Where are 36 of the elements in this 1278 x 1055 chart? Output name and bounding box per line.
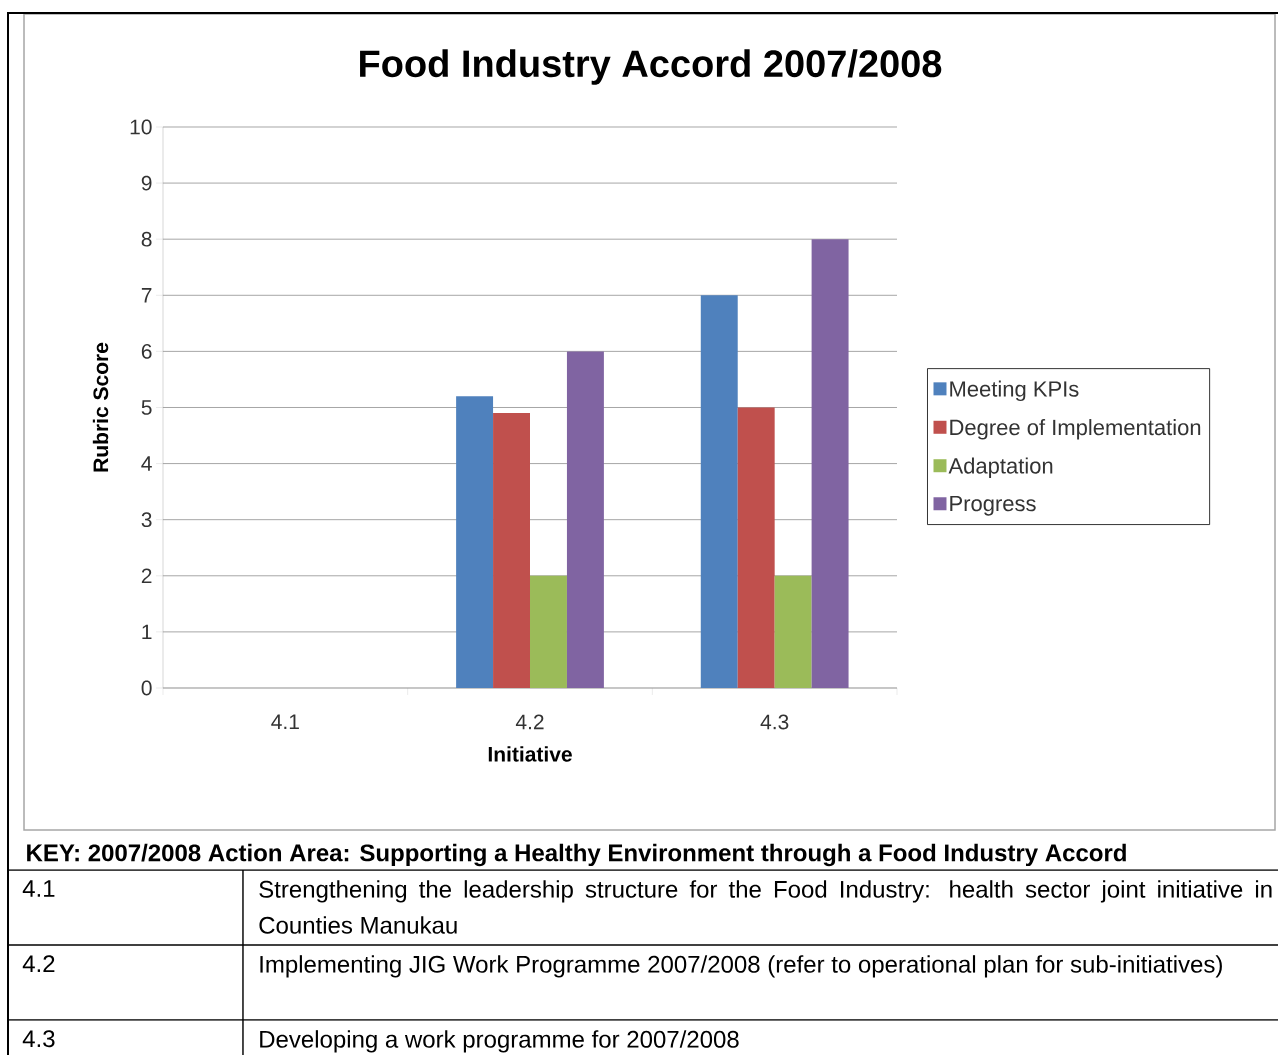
bar	[774, 575, 812, 688]
chart-title: Food Industry Accord 2007/2008	[360, 49, 942, 85]
bar	[493, 413, 530, 688]
y-tick-label: 6	[141, 343, 152, 359]
y-tick-label: 8	[141, 231, 152, 247]
y-tick-label: 10	[130, 119, 152, 135]
legend-label: Meeting KPIs	[950, 380, 1079, 402]
bar	[566, 351, 604, 688]
y-tick-label: 5	[141, 400, 152, 415]
bar	[530, 575, 567, 688]
bar	[737, 407, 775, 688]
y-axis-title: Rubric Score	[92, 342, 109, 472]
x-axis-title: Initiative	[488, 746, 572, 762]
y-tick-label: 0	[141, 680, 152, 696]
y-tick-label: 7	[141, 288, 152, 303]
text: KEY: 2007/2008 Action Area: Supporting a Healthy Environment through a Food Industry Accord	[27, 843, 1126, 867]
text: Strengthening the leadership structure for the Food Industry: health sector joint initiative in Counties Manukau	[259, 880, 1272, 934]
text: Developing a work programme for 2007/2008	[260, 1030, 739, 1053]
y-tick-label: 1	[142, 624, 152, 640]
y-tick-label: 2	[141, 568, 152, 584]
text: 4.2	[22, 955, 55, 972]
y-tick-label: 9	[141, 175, 152, 191]
bar	[700, 295, 738, 688]
legend-label: Adaptation	[948, 457, 1053, 478]
text: 4.1	[22, 880, 55, 897]
y-tick-label: 4	[141, 456, 152, 471]
legend-label: Degree of Implementation	[950, 419, 1201, 440]
y-tick-label: 3	[141, 512, 152, 528]
legend-label: Progress	[950, 495, 1036, 516]
x-tick-label: 4.3	[760, 714, 789, 730]
bar	[811, 239, 849, 688]
text: 4.3	[22, 1030, 55, 1048]
bar	[456, 396, 494, 688]
x-tick-label: 4.1	[271, 714, 299, 729]
x-tick-label: 4.2	[515, 714, 544, 730]
text: Implementing JIG Work Programme 2007/2008 (refer to operational plan for sub-initiatives)	[260, 955, 1222, 978]
